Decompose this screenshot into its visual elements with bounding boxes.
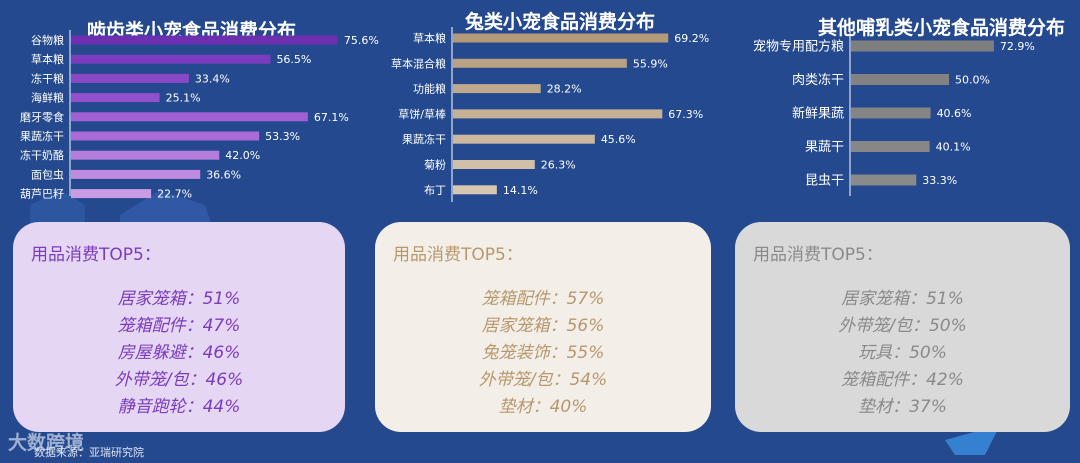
category-label: 草本粮 xyxy=(31,52,64,66)
value-label: 42.0% xyxy=(225,149,260,162)
card-item: 玩具：50% xyxy=(858,343,947,363)
bar xyxy=(453,58,627,68)
value-label: 53.3% xyxy=(265,130,300,143)
category-label: 布丁 xyxy=(424,184,446,197)
value-label: 55.9% xyxy=(633,57,668,70)
card-item: 居家笼箱：51% xyxy=(117,289,241,309)
value-label: 40.6% xyxy=(937,107,972,120)
value-label: 69.2% xyxy=(674,32,709,45)
category-label: 果蔬冻干 xyxy=(402,132,446,146)
category-label: 果蔬冻干 xyxy=(20,129,64,143)
value-label: 33.3% xyxy=(922,174,957,187)
category-label: 谷物粮 xyxy=(31,33,64,47)
bar xyxy=(453,33,669,43)
value-label: 67.3% xyxy=(668,108,703,121)
bar xyxy=(453,160,535,169)
value-label: 22.7% xyxy=(157,188,192,201)
bar xyxy=(71,150,220,160)
bar xyxy=(71,35,338,45)
bar xyxy=(851,74,949,85)
card-item: 外带笼/包：54% xyxy=(478,370,608,390)
card-item: 居家笼箱：56% xyxy=(481,316,605,336)
value-label: 25.1% xyxy=(166,92,201,105)
value-label: 75.6% xyxy=(344,34,379,47)
card-item: 静音跑轮：44% xyxy=(117,397,241,417)
bar xyxy=(851,141,930,152)
category-label: 葫芦巴籽 xyxy=(20,188,64,201)
bar xyxy=(71,112,308,122)
bar xyxy=(453,84,541,94)
value-label: 45.6% xyxy=(601,133,636,146)
bar xyxy=(71,93,160,103)
category-label: 昆虫干 xyxy=(805,174,844,189)
category-label: 草本粮 xyxy=(413,31,446,45)
category-label: 冻干粮 xyxy=(31,71,64,85)
category-label: 面包虫 xyxy=(31,168,64,181)
card-item: 垫材：40% xyxy=(498,397,588,417)
bar xyxy=(71,54,271,64)
value-label: 36.6% xyxy=(206,168,241,181)
bar xyxy=(851,174,917,186)
category-label: 冻干奶酪 xyxy=(20,148,64,162)
value-label: 14.1% xyxy=(503,184,538,197)
card-item: 外带笼/包：46% xyxy=(114,370,244,390)
card-item: 笼箱配件：42% xyxy=(841,370,964,390)
bar xyxy=(453,134,595,144)
card-item: 居家笼箱：51% xyxy=(841,289,964,309)
category-label: 功能粮 xyxy=(413,82,446,96)
card-title: 用品消费TOP5： xyxy=(753,245,883,265)
bar xyxy=(71,189,152,199)
card-item: 兔笼装饰：55% xyxy=(481,343,605,363)
category-label: 磨牙零食 xyxy=(20,110,64,124)
category-label: 果蔬干 xyxy=(805,140,844,155)
category-label: 草饼/草棒 xyxy=(398,107,446,121)
bar xyxy=(71,169,201,179)
value-label: 26.3% xyxy=(541,158,576,171)
value-label: 67.1% xyxy=(314,111,349,124)
card-title: 用品消费TOP5： xyxy=(393,245,523,265)
bar xyxy=(453,109,663,119)
rabbit-supplies-top5-card: 用品消费TOP5： 笼箱配件：57% 居家笼箱：56% 兔笼装饰：55% 外带笼… xyxy=(375,222,711,432)
value-label: 28.2% xyxy=(547,83,582,96)
value-label: 50.0% xyxy=(955,73,990,86)
bar xyxy=(71,131,260,141)
card-item: 房屋躲避：46% xyxy=(117,343,241,363)
value-label: 40.1% xyxy=(936,140,971,153)
category-label: 菊粉 xyxy=(424,158,446,171)
bar xyxy=(851,40,994,52)
data-source-note: 数据来源：亚瑞研究院 xyxy=(34,446,144,459)
value-label: 72.9% xyxy=(1000,40,1035,53)
bar xyxy=(71,73,189,83)
value-label: 56.5% xyxy=(276,53,311,66)
bar xyxy=(851,107,931,119)
rodent-supplies-top5-card: 用品消费TOP5： 居家笼箱：51% 笼箱配件：47% 房屋躲避：46% 外带笼… xyxy=(13,222,345,432)
card-item: 外带笼/包：50% xyxy=(838,316,967,336)
other-mammal-supplies-top5-card: 用品消费TOP5： 居家笼箱：51% 外带笼/包：50% 玩具：50% 笼箱配件… xyxy=(735,222,1070,432)
card-item: 笼箱配件：47% xyxy=(117,316,241,336)
card-item: 垫材：37% xyxy=(858,397,947,417)
category-label: 海鲜粮 xyxy=(31,91,64,105)
chart-title-rabbit: 兔类小宠食品消费分布 xyxy=(465,11,656,33)
brand-logo: 大数跨境 xyxy=(8,432,85,454)
category-label: 草本混合粮 xyxy=(391,56,446,70)
category-label: 宠物专用配方粮 xyxy=(753,39,844,55)
category-label: 新鲜果蔬 xyxy=(792,106,844,122)
bar xyxy=(453,185,497,195)
chart-title-other-mammal: 其他哺乳类小宠食品消费分布 xyxy=(818,17,1066,39)
category-label: 肉类冻干 xyxy=(792,72,844,88)
card-title: 用品消费TOP5： xyxy=(31,245,161,265)
card-item: 笼箱配件：57% xyxy=(481,289,605,309)
value-label: 33.4% xyxy=(195,72,230,85)
